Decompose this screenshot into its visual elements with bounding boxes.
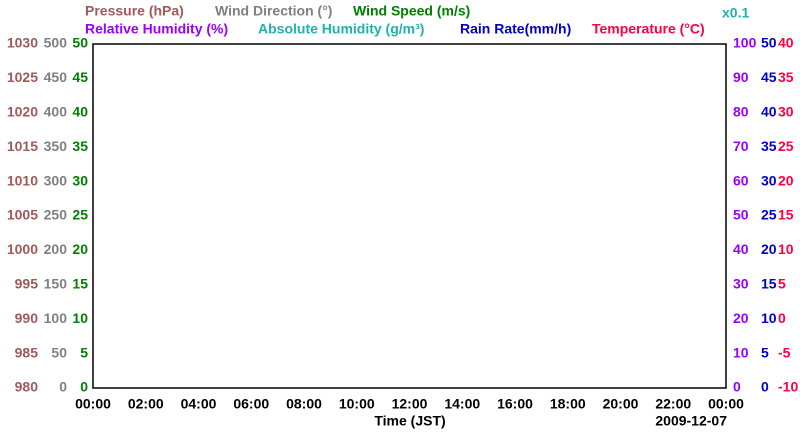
- x-tick-label: 18:00: [550, 396, 586, 412]
- y-tick-label: 15: [778, 207, 794, 223]
- y-tick-label: 20: [761, 241, 777, 257]
- legend-title: Relative Humidity (%): [85, 21, 228, 37]
- y-tick-label: 25: [778, 138, 794, 154]
- y-tick-label: 400: [44, 104, 68, 120]
- x-tick-label: 04:00: [181, 396, 217, 412]
- y-tick-label: 40: [72, 104, 88, 120]
- y-tick-label: 50: [72, 35, 88, 51]
- legend-title: Absolute Humidity (g/m³): [258, 21, 424, 37]
- y-tick-label: 25: [72, 207, 88, 223]
- y-tick-label: 20: [778, 172, 794, 188]
- y-tick-label: 1000: [7, 241, 38, 257]
- x-tick-label: 02:00: [128, 396, 164, 412]
- plot-frame: [92, 43, 727, 389]
- y-tick-label: 300: [44, 172, 68, 188]
- y-tick-label: 1025: [7, 69, 38, 85]
- x-tick-label: 16:00: [497, 396, 533, 412]
- y-tick-label: 1015: [7, 138, 38, 154]
- y-tick-label: 35: [778, 69, 794, 85]
- y-tick-label: 250: [44, 207, 68, 223]
- y-tick-label: 995: [15, 276, 39, 292]
- y-tick-label: 35: [72, 138, 88, 154]
- y-tick-label: 1010: [7, 172, 38, 188]
- x-tick-label: 12:00: [392, 396, 428, 412]
- y-tick-label: 50: [761, 35, 777, 51]
- legend-title: Rain Rate(mm/h): [460, 21, 571, 37]
- y-tick-label: 45: [761, 69, 777, 85]
- y-tick-label: 985: [15, 344, 39, 360]
- x-tick-label: 22:00: [655, 396, 691, 412]
- x-tick-label: 10:00: [339, 396, 375, 412]
- x-tick-label: 20:00: [603, 396, 639, 412]
- y-tick-label: 0: [733, 379, 741, 395]
- y-tick-label: 450: [44, 69, 68, 85]
- x-tick-label: 00:00: [75, 396, 111, 412]
- x-tick-label: 14:00: [444, 396, 480, 412]
- y-tick-label: 70: [733, 138, 749, 154]
- y-tick-label: 0: [761, 379, 769, 395]
- y-tick-label: 150: [44, 276, 68, 292]
- y-tick-label: 10: [72, 310, 88, 326]
- x-tick-label: 08:00: [286, 396, 322, 412]
- y-tick-label: 200: [44, 241, 68, 257]
- y-tick-label: 1020: [7, 104, 38, 120]
- y-tick-label: 100: [733, 35, 757, 51]
- x-axis-label: Time (JST): [374, 413, 445, 429]
- legend-title: Pressure (hPa): [85, 3, 184, 19]
- y-tick-label: 10: [733, 344, 749, 360]
- y-tick-label: 40: [733, 241, 749, 257]
- legend-title: Temperature (°C): [592, 21, 705, 37]
- y-tick-label: 10: [761, 310, 777, 326]
- legend-title: Wind Speed (m/s): [353, 3, 470, 19]
- y-tick-label: 50: [51, 344, 67, 360]
- y-tick-label: 980: [15, 379, 39, 395]
- y-tick-label: 350: [44, 138, 68, 154]
- y-tick-label: 15: [761, 276, 777, 292]
- y-tick-label: 40: [778, 35, 794, 51]
- y-tick-label: 15: [72, 276, 88, 292]
- y-tick-label: 90: [733, 69, 749, 85]
- y-tick-label: 0: [59, 379, 67, 395]
- y-tick-label: 30: [733, 276, 749, 292]
- y-tick-label: 0: [778, 310, 786, 326]
- y-tick-label: 80: [733, 104, 749, 120]
- scale-note: x0.1: [722, 5, 749, 21]
- y-tick-label: 30: [72, 172, 88, 188]
- y-tick-label: 5: [761, 344, 769, 360]
- legend-title: Wind Direction (°): [215, 3, 332, 19]
- y-tick-label: 1030: [7, 35, 38, 51]
- y-tick-label: 40: [761, 104, 777, 120]
- y-tick-label: 30: [761, 172, 777, 188]
- y-tick-label: 500: [44, 35, 68, 51]
- x-tick-label: 00:00: [708, 396, 744, 412]
- y-tick-label: -5: [778, 344, 791, 360]
- y-tick-label: 5: [80, 344, 88, 360]
- y-tick-label: 20: [733, 310, 749, 326]
- y-tick-label: 990: [15, 310, 39, 326]
- y-tick-label: -10: [778, 379, 798, 395]
- y-tick-label: 100: [44, 310, 68, 326]
- y-tick-label: 60: [733, 172, 749, 188]
- y-tick-label: 45: [72, 69, 88, 85]
- y-tick-label: 25: [761, 207, 777, 223]
- y-tick-label: 0: [80, 379, 88, 395]
- y-tick-label: 50: [733, 207, 749, 223]
- y-tick-label: 30: [778, 104, 794, 120]
- date-label: 2009-12-07: [655, 413, 727, 429]
- x-tick-label: 06:00: [233, 396, 269, 412]
- y-tick-label: 1005: [7, 207, 38, 223]
- y-tick-label: 20: [72, 241, 88, 257]
- y-tick-label: 35: [761, 138, 777, 154]
- y-tick-label: 10: [778, 241, 794, 257]
- y-tick-label: 5: [778, 276, 786, 292]
